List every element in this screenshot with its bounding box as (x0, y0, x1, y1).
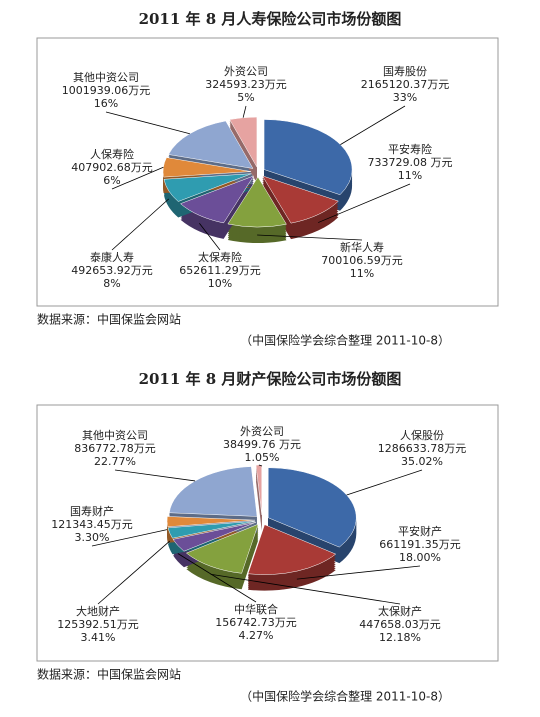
slice (229, 116, 258, 169)
note: （中国保险学会综合整理 2011-10-8） (240, 689, 450, 704)
slice (185, 523, 259, 574)
value-label: 700106.59万元 (321, 254, 403, 267)
chart-frame (36, 37, 499, 307)
leader-line (199, 223, 221, 251)
leader-line (257, 234, 363, 241)
slice-label: 人保寿险 (90, 147, 134, 161)
share-label: 1.05% (245, 451, 280, 464)
leader-line (105, 111, 190, 135)
leader-line (177, 553, 257, 603)
value-label: 652611.29万元 (179, 264, 261, 277)
source: 数据来源：中国保监会网站 (37, 312, 181, 327)
chart-title: 2011 年 8 月人寿保险公司市场份额图 (139, 10, 402, 28)
leader-line (346, 469, 423, 496)
slice (166, 516, 256, 528)
slice (167, 520, 256, 539)
leader-line (258, 464, 263, 467)
slice-label: 人保股份 (400, 428, 444, 442)
share-label: 18.00% (399, 551, 441, 564)
leader-line (91, 529, 168, 547)
share-label: 33% (393, 91, 417, 104)
slice-label: 新华人寿 (340, 240, 384, 254)
slice (180, 175, 255, 224)
leader-line (296, 565, 421, 580)
slice (162, 157, 252, 178)
share-label: 4.27% (239, 629, 274, 642)
leader-line (111, 198, 170, 251)
slice-label: 国寿股份 (383, 64, 427, 78)
slice-label: 外资公司 (224, 65, 268, 78)
value-label: 1001939.06万元 (62, 84, 150, 97)
slice-label: 外资公司 (240, 425, 284, 438)
share-label: 10% (208, 277, 232, 290)
leader-line (340, 105, 406, 145)
slice-label: 太保财产 (378, 604, 422, 618)
slice (263, 119, 353, 196)
leader-line (111, 166, 164, 190)
share-label: 8% (103, 277, 120, 290)
share-label: 22.77% (94, 455, 136, 468)
slice (227, 176, 287, 228)
slice (255, 464, 263, 516)
slice (168, 120, 254, 169)
leader-line (114, 469, 196, 482)
share-label: 12.18% (379, 631, 421, 644)
value-label: 1286633.78万元 (378, 442, 466, 455)
slice-label: 泰康人寿 (90, 250, 134, 264)
slice (247, 524, 337, 575)
share-label: 35.02% (401, 455, 443, 468)
slice (172, 522, 256, 552)
value-label: 38499.76 万元 (223, 438, 301, 451)
leader-line (210, 573, 401, 605)
leader-line (97, 540, 171, 605)
slice-label: 大地财产 (76, 604, 120, 618)
slice-label: 国寿财产 (70, 504, 114, 518)
value-label: 836772.78万元 (74, 442, 156, 455)
leader-line (318, 183, 411, 223)
share-label: 16% (94, 97, 118, 110)
chart-title: 2011 年 8 月财产保险公司市场份额图 (139, 370, 402, 388)
share-label: 5% (237, 91, 254, 104)
leader-line (242, 105, 247, 118)
value-label: 121343.45万元 (51, 518, 133, 531)
value-label: 407902.68万元 (71, 161, 153, 174)
slice (163, 173, 252, 202)
share-label: 11% (398, 169, 422, 182)
slice-label: 中华联合 (234, 602, 278, 616)
slice-label: 平安财产 (398, 524, 442, 538)
slice-label: 其他中资公司 (73, 71, 139, 84)
share-label: 11% (350, 267, 374, 280)
value-label: 125392.51万元 (57, 618, 139, 631)
value-label: 733729.08 万元 (368, 156, 453, 169)
share-label: 3.41% (81, 631, 116, 644)
slice-label: 其他中资公司 (82, 429, 148, 442)
chart-frame (36, 404, 499, 662)
value-label: 661191.35万元 (379, 538, 461, 551)
value-label: 447658.03万元 (359, 618, 441, 631)
slice-label: 平安寿险 (388, 142, 432, 156)
slice (267, 467, 357, 548)
slice (261, 175, 339, 224)
value-label: 492653.92万元 (71, 264, 153, 277)
source: 数据来源：中国保监会网站 (37, 667, 181, 682)
value-label: 156742.73万元 (215, 616, 297, 629)
share-label: 6% (103, 174, 120, 187)
share-label: 3.30% (75, 531, 110, 544)
slice (169, 466, 258, 517)
slice-label: 太保寿险 (198, 250, 242, 264)
value-label: 324593.23万元 (205, 78, 287, 91)
note: （中国保险学会综合整理 2011-10-8） (240, 333, 450, 348)
value-label: 2165120.37万元 (361, 78, 449, 91)
